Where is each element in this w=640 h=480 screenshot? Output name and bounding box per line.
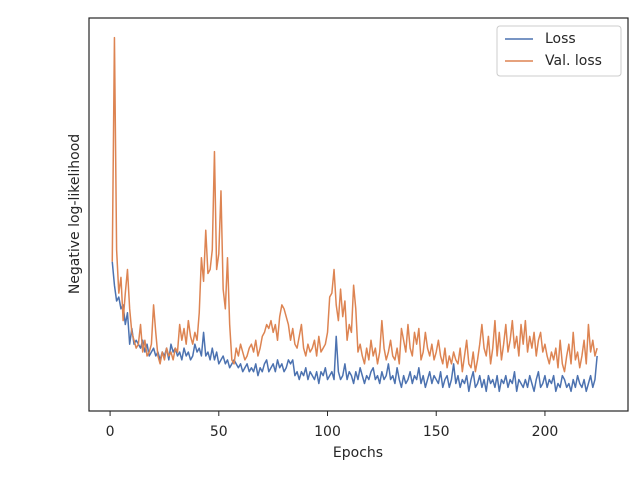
x-tick-label: 50 — [210, 424, 228, 440]
x-tick-label: 0 — [106, 424, 115, 440]
y-axis-label: Negative log-likelihood — [67, 134, 83, 294]
x-tick-label: 100 — [314, 424, 341, 440]
legend-label: Val. loss — [545, 53, 602, 69]
plot-frame — [88, 17, 629, 412]
line-series — [111, 36, 598, 373]
legend-label: Loss — [545, 31, 576, 47]
x-tick-label: 150 — [423, 424, 450, 440]
x-tick-label: 200 — [532, 424, 559, 440]
line-series — [111, 261, 598, 393]
x-axis-label: Epochs — [333, 445, 383, 461]
